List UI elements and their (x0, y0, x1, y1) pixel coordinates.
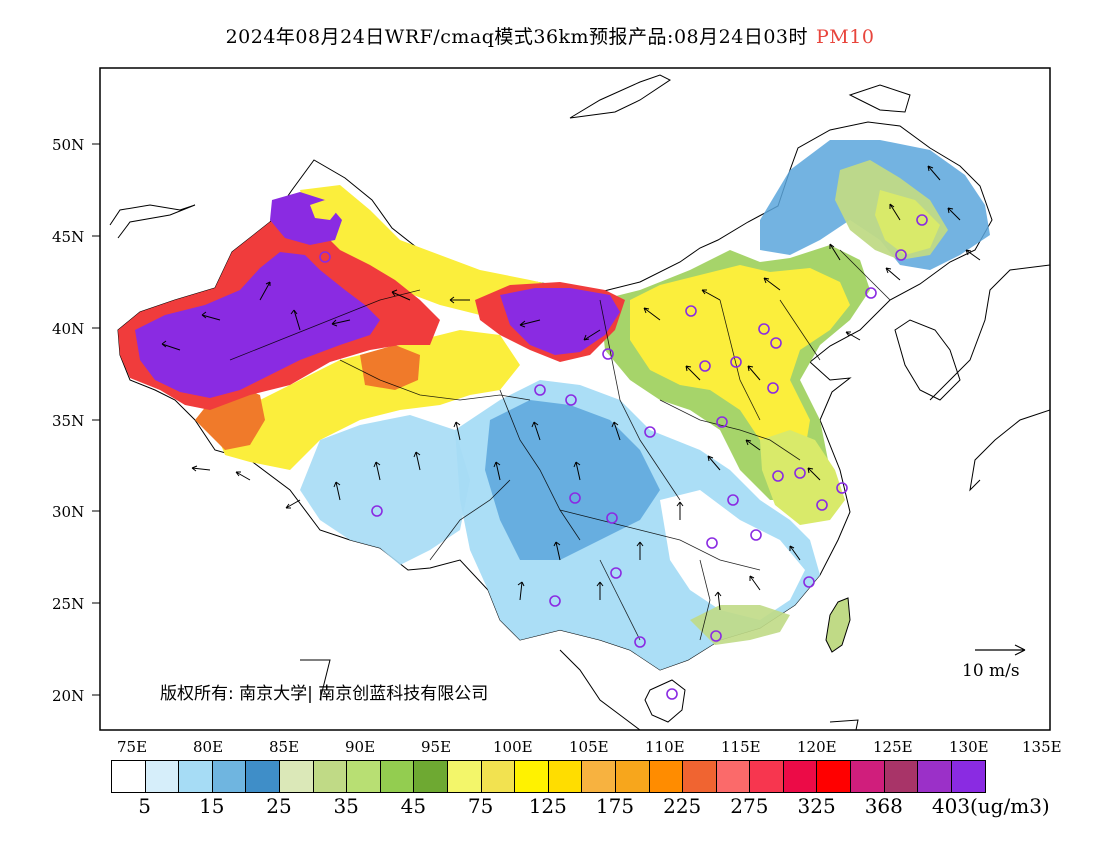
wind-scale-arrow (975, 644, 1026, 656)
lat-label: 35N (52, 412, 84, 430)
colorbar-swatch (582, 761, 616, 792)
colorbar-swatch (548, 761, 583, 792)
map-frame (99, 67, 1051, 731)
lat-label: 45N (52, 228, 84, 246)
longitude-axis: 75E 80E 85E 90E 95E 100E 105E 110E 115E … (117, 738, 1062, 756)
map-title: 2024年08月24日WRF/cmaq模式36km预报产品:08月24日03时 P… (0, 22, 1100, 49)
lat-label: 30N (52, 503, 84, 521)
colorbar-label: 175 (595, 794, 635, 818)
pm10-band-yellow (630, 265, 850, 460)
lon-label: 130E (949, 738, 989, 756)
colorbar-swatch (951, 761, 986, 792)
colorbar-label: 225 (663, 794, 702, 818)
colorbar-swatch (817, 761, 852, 792)
colorbar-swatch (649, 761, 684, 792)
lon-label: 80E (193, 738, 223, 756)
lon-label: 75E (117, 738, 147, 756)
coastlines (109, 74, 1050, 730)
colorbar (111, 760, 987, 793)
wind-scale-label: 10 m/s (962, 661, 1020, 681)
colorbar-swatch (145, 761, 180, 792)
colorbar-label: 403 (931, 794, 971, 818)
colorbar-swatch (179, 761, 213, 792)
pm10-band-white-se (660, 490, 805, 620)
colorbar-swatch (212, 761, 247, 792)
colorbar-swatch (246, 761, 280, 792)
pm10-band-yellow-tibet (215, 330, 520, 470)
latitude-axis: 50N 45N 40N 35N 30N 25N 20N (52, 136, 100, 705)
colorbar-label: 45 (400, 794, 427, 818)
colorbar-swatch (380, 761, 415, 792)
lon-label: 90E (345, 738, 375, 756)
monitoring-stations (319, 214, 928, 700)
lon-label: 120E (797, 738, 837, 756)
title-main: 2024年08月24日WRF/cmaq模式36km预报产品:08月24日03时 (225, 26, 808, 48)
colorbar-swatch (716, 761, 751, 792)
colorbar-swatch (347, 761, 381, 792)
colorbar-swatch (515, 761, 549, 792)
colorbar-swatch (279, 761, 314, 792)
colorbar-label: 125 (528, 794, 567, 818)
colorbar-swatch (615, 761, 650, 792)
copyright-text: 版权所有: 南京大学| 南京创蓝科技有限公司 (160, 684, 489, 704)
colorbar-swatch (918, 761, 952, 792)
colorbar-label: 75 (467, 794, 494, 818)
colorbar-label: 5 (138, 794, 151, 818)
colorbar-swatch (683, 761, 717, 792)
pm10-band-blue-west (300, 415, 470, 565)
lon-label: 95E (421, 738, 451, 756)
lon-label: 125E (873, 738, 913, 756)
lon-label: 105E (569, 738, 609, 756)
colorbar-swatch (313, 761, 348, 792)
lat-label: 50N (52, 136, 84, 154)
colorbar-labels: 5 15 25 35 45 75 125 175 225 275 325 368 403 (111, 794, 1011, 818)
lon-label: 100E (493, 738, 533, 756)
wind-vectors (161, 165, 981, 611)
lon-label: 135E (1022, 738, 1062, 756)
colorbar-swatch (884, 761, 919, 792)
lat-label: 40N (52, 320, 84, 338)
pm10-band-purple-gobi (500, 288, 620, 355)
colorbar-label: 15 (199, 794, 225, 818)
lat-label: 25N (52, 595, 84, 613)
lon-label: 115E (721, 738, 761, 756)
lon-label: 85E (269, 738, 299, 756)
taiwan-island (825, 597, 851, 653)
pm10-band-yellow-pocket (310, 200, 338, 220)
pm10-band-purple (135, 252, 380, 398)
province-boundaries (229, 249, 891, 641)
colorbar-label: 325 (797, 794, 836, 818)
colorbar-label: 368 (864, 794, 903, 818)
colorbar-swatch (750, 761, 784, 792)
colorbar-swatch (851, 761, 885, 792)
colorbar-label: 275 (730, 794, 769, 818)
colorbar-unit: (ug/m3) (970, 794, 1050, 818)
pm10-band-orange-2 (360, 345, 420, 390)
colorbar-swatch (783, 761, 818, 792)
colorbar-label: 25 (266, 794, 292, 818)
hainan-island (644, 679, 686, 723)
pm10-band-green-south (690, 605, 790, 645)
colorbar-swatch (481, 761, 516, 792)
lon-label: 110E (645, 738, 685, 756)
title-pollutant: PM10 (816, 26, 875, 48)
colorbar-swatch (112, 761, 146, 792)
colorbar-label: 35 (333, 794, 359, 818)
map-field (109, 74, 1050, 730)
lat-label: 20N (52, 687, 84, 705)
colorbar-swatch (447, 761, 482, 792)
colorbar-swatch (414, 761, 448, 792)
